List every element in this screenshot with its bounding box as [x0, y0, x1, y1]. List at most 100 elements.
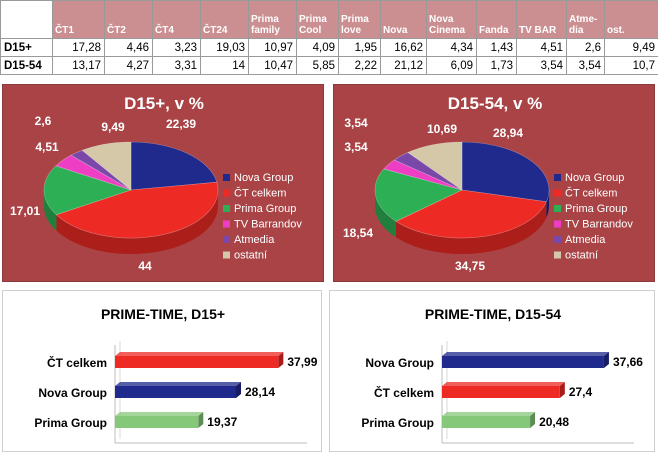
- header-ct24: ČT24: [200, 0, 249, 39]
- legend-swatch: [223, 174, 230, 181]
- pie-data-label: 18,54: [343, 226, 373, 240]
- header-prima-family: Prima family: [248, 0, 297, 39]
- legend-entry: ČT celkem: [565, 187, 617, 200]
- bar-category-label: Prima Group: [34, 416, 107, 430]
- table-cell: 14: [200, 56, 249, 75]
- bar-end: [278, 352, 284, 368]
- pie-slice: [70, 149, 132, 191]
- table-header-row: ČT1 ČT2 ČT4 ČT24 Prima family Prima Cool…: [0, 0, 658, 39]
- table-corner-cell: [0, 0, 53, 39]
- legend-swatch: [554, 205, 561, 212]
- header-nova-cinema: Nova Cinema: [426, 0, 477, 39]
- legend-swatch: [223, 236, 230, 243]
- bar-end: [559, 382, 565, 398]
- table-cell: 10,47: [248, 56, 297, 75]
- row-label: D15-54: [0, 56, 53, 75]
- bar-end: [198, 412, 204, 428]
- bar-value-label: 20,48: [539, 415, 569, 429]
- pie-slice: [130, 141, 218, 191]
- pie-data-label: 2,6: [35, 114, 52, 128]
- table-cell: 2,22: [338, 56, 381, 75]
- bar: [442, 386, 560, 398]
- bar-chart-prime-time-d15plus: PRIME-TIME, D15+ ČT celkem 37,99 Nova Group…: [2, 290, 322, 452]
- table-cell: 3,23: [152, 38, 201, 57]
- pie-slice-side: [56, 190, 219, 254]
- bar-top: [442, 382, 565, 386]
- legend-entry: TV Barrandov: [234, 219, 302, 231]
- legend-entry: Atmedia: [565, 234, 606, 246]
- bar-category-label: ČT celkem: [374, 385, 434, 400]
- table-cell: 5,85: [296, 56, 339, 75]
- pie-slice: [55, 181, 219, 239]
- table-cell: 10,97: [248, 38, 297, 57]
- table-cell: 4,46: [104, 38, 153, 57]
- pie-data-label: 10,69: [427, 122, 457, 136]
- pie-slice: [395, 189, 547, 239]
- legend-swatch: [223, 189, 230, 197]
- legend-swatch: [223, 205, 230, 212]
- legend-swatch: [554, 220, 561, 228]
- bar: [442, 416, 531, 428]
- bar-value-label: 37,99: [287, 355, 317, 369]
- pie-slice: [374, 168, 463, 222]
- pie-slice: [81, 141, 132, 191]
- pie-data-label: 9,49: [101, 120, 125, 134]
- legend-entry: Prima Group: [565, 203, 627, 215]
- table-cell: 13,17: [52, 56, 105, 75]
- header-ost: ost.: [604, 0, 658, 39]
- legend-entry: TV Barrandov: [565, 219, 633, 231]
- legend-swatch: [223, 220, 230, 228]
- bar: [115, 386, 237, 398]
- legend-entry: ostatní: [234, 250, 267, 262]
- bar-value-label: 37,66: [613, 355, 643, 369]
- table-cell: 3,54: [566, 56, 605, 75]
- legend-entry: Prima Group: [234, 203, 296, 215]
- header-prima-cool: Prima Cool: [296, 0, 339, 39]
- pie-data-label: 3,54: [344, 116, 368, 130]
- legend-swatch: [554, 251, 561, 259]
- table-cell: 19,03: [200, 38, 249, 57]
- bar-chart-svg: PRIME-TIME, D15+ ČT celkem 37,99 Nova Group…: [34, 306, 318, 444]
- bar-category-label: Nova Group: [365, 356, 434, 370]
- table-cell: 4,34: [426, 38, 477, 57]
- pie-data-label: 17,01: [10, 204, 40, 218]
- table-cell: 4,27: [104, 56, 153, 75]
- table-cell: 1,43: [476, 38, 517, 57]
- bar-chart-title: PRIME-TIME, D15+: [101, 306, 225, 322]
- bar-top: [115, 382, 242, 386]
- table-cell: 9,49: [604, 38, 658, 57]
- table-cell: 4,09: [296, 38, 339, 57]
- pie-data-label: 44: [138, 259, 152, 273]
- bar-end: [530, 412, 536, 428]
- bar: [115, 356, 279, 368]
- legend-swatch: [554, 189, 561, 197]
- table-cell: 2,6: [566, 38, 605, 57]
- bar-chart-prime-time-d15-54: PRIME-TIME, D15-54 Nova Group 37,66 ČT celk…: [329, 290, 655, 452]
- legend-entry: Atmedia: [234, 234, 275, 246]
- pie-slice-side: [44, 190, 57, 231]
- table-cell: 4,51: [516, 38, 567, 57]
- bar: [442, 356, 604, 368]
- header-prima-love: Prima love: [338, 0, 381, 39]
- pie-slice-side: [396, 201, 547, 254]
- pie-slice: [55, 154, 132, 191]
- bar-category-label: Nova Group: [38, 386, 107, 400]
- table-cell: 16,62: [380, 38, 427, 57]
- pie-title: D15-54, v %: [448, 94, 543, 113]
- pie-slice: [407, 141, 463, 191]
- table-row: D15+ 17,28 4,46 3,23 19,03 10,97 4,09 1,…: [0, 38, 658, 57]
- pie-slice: [383, 159, 463, 191]
- table-cell: 1,73: [476, 56, 517, 75]
- legend-entry: ČT celkem: [234, 187, 286, 200]
- header-atmedia: Atme-dia: [566, 0, 605, 39]
- header-nova: Nova: [380, 0, 427, 39]
- bar-top: [442, 352, 609, 356]
- row-label: D15+: [0, 38, 53, 57]
- bar-top: [442, 412, 536, 416]
- bar-end: [603, 352, 609, 368]
- bar-top: [115, 352, 284, 356]
- pie-data-label: 3,54: [344, 140, 368, 154]
- legend-entry: Nova Group: [565, 172, 624, 184]
- pie-chart-d15-54: D15-54, v % 28,94 34,75 18,54 3,54 3,54 10,69 N…: [333, 84, 655, 282]
- pie-chart-d15plus: D15+, v % 22,39 44 17,01 4,51 2,6 9,49 Nova Gro…: [2, 84, 324, 282]
